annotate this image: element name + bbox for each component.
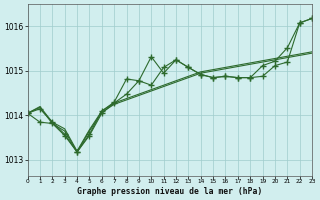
X-axis label: Graphe pression niveau de la mer (hPa): Graphe pression niveau de la mer (hPa) <box>77 187 262 196</box>
